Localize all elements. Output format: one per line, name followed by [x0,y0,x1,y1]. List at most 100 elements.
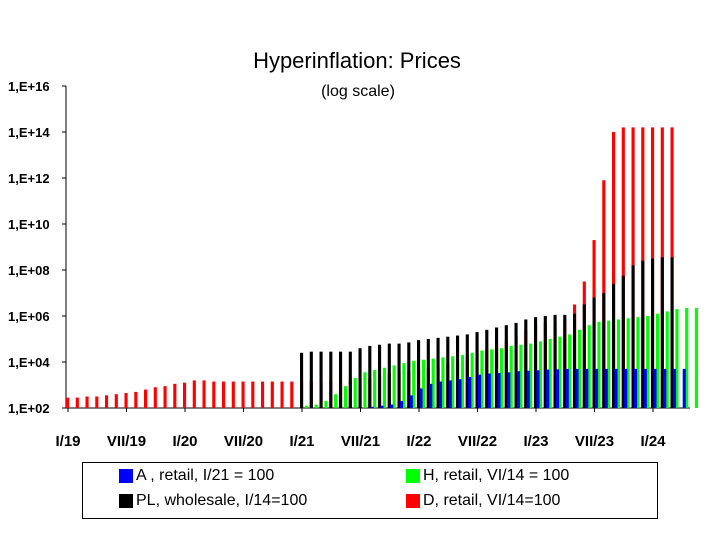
bar-series-d [134,391,138,408]
bar-series-a [643,368,647,408]
bar-series-pl [485,329,489,408]
bar-series-h [343,386,347,408]
bar-series-pl [504,325,508,408]
legend-item-d-retail: D, retail, VI/14=100 [406,492,560,510]
bar-series-h [441,357,445,408]
bar-series-d [85,396,89,408]
bar-series-a [370,406,374,408]
bar-series-h [363,372,367,408]
bar-series-d [124,393,128,408]
bar-series-h [538,341,542,408]
bar-series-a [448,380,452,408]
bar-series-pl [309,351,313,408]
x-tick-label: I/24 [640,433,666,450]
bar-series-pl [670,257,674,408]
bar-series-pl [563,314,567,408]
x-tick-label: I/23 [523,433,548,450]
bar-series-h [655,313,659,408]
bar-series-a [594,368,599,408]
bar-series-a [575,368,579,408]
bar-series-pl [436,337,440,408]
bar-series-pl [397,343,401,408]
bar-series-d [163,386,167,408]
bar-series-d [66,397,70,408]
bar-series-h [685,307,689,408]
bar-series-h [646,316,650,408]
bar-series-h [402,363,406,408]
bar-series-pl [621,275,625,408]
bar-series-d [153,387,157,408]
legend-swatch-green [406,469,420,483]
bar-series-a [526,370,530,408]
bar-series-d [173,383,177,408]
axes [62,85,690,412]
bar-series-pl [553,314,557,408]
bar-series-pl [387,343,391,408]
bar-series-h [431,358,435,408]
bar-series-a [429,383,433,408]
bar-series-pl [631,265,635,408]
x-tick-label: I/20 [172,433,197,450]
bar-series-d [183,382,187,408]
bar-series-d [290,381,294,408]
bar-series-pl [358,348,362,408]
y-tick-label: 1,E+06 [8,309,50,324]
bar-series-h [587,325,591,408]
bar-series-d [144,389,148,408]
bar-series-h [626,318,630,408]
bar-series-d [95,396,99,408]
bar-series-pl [339,351,343,408]
bar-series-h [509,345,513,408]
bar-series-pl [475,332,479,408]
bar-series-h [558,336,562,408]
legend-label: H, retail, VI/14 = 100 [423,467,570,484]
bar-series-pl [612,283,616,408]
bar-series-a [682,368,686,408]
bar-series-h [607,320,611,408]
bar-series-pl [465,334,469,408]
bar-series-a [624,368,628,408]
x-tick-label: VII/19 [107,433,146,450]
bar-series-d [621,127,625,409]
y-tick-label: 1,E+10 [8,217,50,232]
bar-series-a [653,368,657,408]
x-tick-label: VII/20 [224,433,263,450]
bar-series-a [487,373,491,408]
x-tick-label: I/22 [406,433,431,450]
y-tick-label: 1,E+08 [8,263,50,278]
bar-series-h [597,321,601,408]
bar-series-h [616,319,620,408]
bar-series-d [231,381,235,408]
bar-series-pl [368,345,372,408]
x-tick-label: I/21 [289,433,314,450]
bar-series-a [468,376,472,408]
bar-series-h [334,394,338,408]
bar-series-a [672,368,677,408]
bar-series-d [114,394,118,408]
legend-label: A , retail, I/21 = 100 [136,467,275,484]
bar-series-h [548,339,552,408]
bar-series-d [251,381,255,408]
bar-series-pl [348,351,352,408]
bar-series-a [477,374,482,408]
y-tick-label: 1,E+14 [8,125,50,140]
bar-series-a [419,388,423,408]
bar-series-d [192,380,196,408]
bar-series-h [480,350,484,408]
x-tick-label: VII/22 [458,433,497,450]
y-tick-label: 1,E+16 [8,79,50,94]
bar-series-d [261,381,265,408]
bar-series-pl [524,319,528,408]
x-tick-label: VII/23 [575,433,614,450]
bar-series-h [314,404,318,408]
bar-series-h [636,317,640,408]
bar-series-a [516,371,521,408]
legend-swatch-black [119,494,133,508]
legend-item-a-retail: A , retail, I/21 = 100 [119,467,274,485]
bar-series-a [399,401,404,408]
bar-series-a [409,395,413,408]
bar-series-d [270,381,274,408]
bar-series-a [585,368,589,408]
legend-label: D, retail, VI/14=100 [423,492,561,509]
